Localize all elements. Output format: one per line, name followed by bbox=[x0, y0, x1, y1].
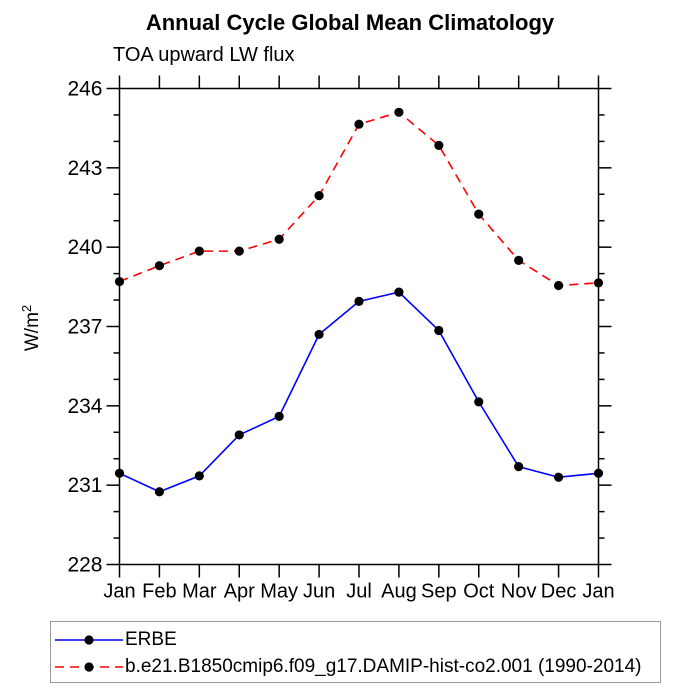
y-tick-label: 228 bbox=[67, 554, 102, 577]
data-point-0-Sep bbox=[434, 325, 444, 336]
data-point-1-Apr bbox=[234, 246, 244, 256]
x-tick-label: Oct bbox=[463, 581, 495, 603]
data-point-0-Mar bbox=[194, 471, 204, 481]
legend-label: b.e21.B1850cmip6.f09_g17.DAMIP-hist-co2.… bbox=[125, 655, 642, 677]
x-tick-label: Jan bbox=[582, 581, 614, 603]
data-point-0-Feb bbox=[154, 487, 165, 497]
x-tick-label: Apr bbox=[224, 581, 255, 603]
data-point-1-Jan bbox=[593, 278, 604, 288]
plot-frame bbox=[118, 87, 600, 566]
y-axis-title: W/m2 bbox=[19, 305, 43, 351]
data-point-0-Jan bbox=[593, 468, 604, 478]
x-tick-label: May bbox=[260, 581, 298, 603]
data-point-0-Nov bbox=[514, 462, 524, 472]
data-point-1-Nov bbox=[514, 255, 524, 265]
y-tick-label: 234 bbox=[67, 395, 102, 418]
plot-area: Jan Feb Mar Apr May Jun Jul Aug Sep Oct Nov Dec Jan2… bbox=[19, 75, 615, 603]
legend-marker-dot bbox=[84, 661, 94, 672]
data-point-0-Jul bbox=[354, 296, 364, 306]
x-tick-label: Mar bbox=[182, 581, 217, 603]
data-point-1-Mar bbox=[194, 246, 204, 256]
x-tick-label: Aug bbox=[381, 581, 417, 603]
legend-row-0: ERBE bbox=[51, 626, 660, 653]
data-point-0-Jan bbox=[114, 468, 125, 478]
data-point-0-May bbox=[274, 411, 284, 422]
x-tick-label: Sep bbox=[421, 581, 457, 603]
series-line-0 bbox=[119, 291, 599, 493]
chart-title: Annual Cycle Global Mean Climatology bbox=[145, 10, 555, 35]
x-tick-label: Dec bbox=[541, 581, 577, 603]
data-point-1-Jul bbox=[354, 119, 364, 129]
data-point-0-Dec bbox=[553, 472, 564, 482]
legend: ERBE b.e21.B1850cmip6.f09_g17.DAMIP-hist-… bbox=[50, 621, 661, 683]
x-tick-label: Nov bbox=[501, 581, 537, 603]
x-tick-label: Jul bbox=[346, 581, 372, 603]
legend-label: ERBE bbox=[125, 628, 177, 650]
data-point-0-Apr bbox=[234, 430, 244, 440]
data-point-1-Dec bbox=[553, 280, 564, 291]
legend-row-1: b.e21.B1850cmip6.f09_g17.DAMIP-hist-co2.… bbox=[51, 653, 660, 680]
y-tick-label: 246 bbox=[67, 78, 102, 101]
y-tick-label: 237 bbox=[67, 316, 102, 339]
data-point-1-Jan bbox=[114, 276, 125, 287]
y-tick-label: 243 bbox=[67, 157, 102, 180]
legend-sample-dashed-line bbox=[55, 661, 123, 672]
data-point-1-Feb bbox=[154, 261, 165, 271]
data-point-1-Jun bbox=[314, 191, 324, 201]
x-tick-label: Jun bbox=[303, 581, 335, 603]
data-point-1-Oct bbox=[474, 209, 484, 219]
chart-subtitle: TOA upward LW flux bbox=[113, 44, 295, 66]
legend-sample-solid-line bbox=[55, 634, 123, 645]
x-tick-label: Feb bbox=[142, 581, 176, 603]
data-point-0-Aug bbox=[394, 287, 404, 297]
data-point-1-May bbox=[274, 234, 284, 244]
legend-marker-dot bbox=[84, 634, 94, 645]
y-tick-label: 240 bbox=[67, 236, 102, 259]
data-point-0-Jun bbox=[314, 329, 324, 340]
y-tick-label: 231 bbox=[67, 474, 102, 497]
data-point-0-Oct bbox=[474, 397, 484, 407]
x-tick-label: Jan bbox=[103, 581, 135, 603]
data-point-1-Sep bbox=[434, 140, 444, 150]
series-line-1 bbox=[119, 111, 599, 287]
data-point-1-Aug bbox=[394, 107, 404, 117]
